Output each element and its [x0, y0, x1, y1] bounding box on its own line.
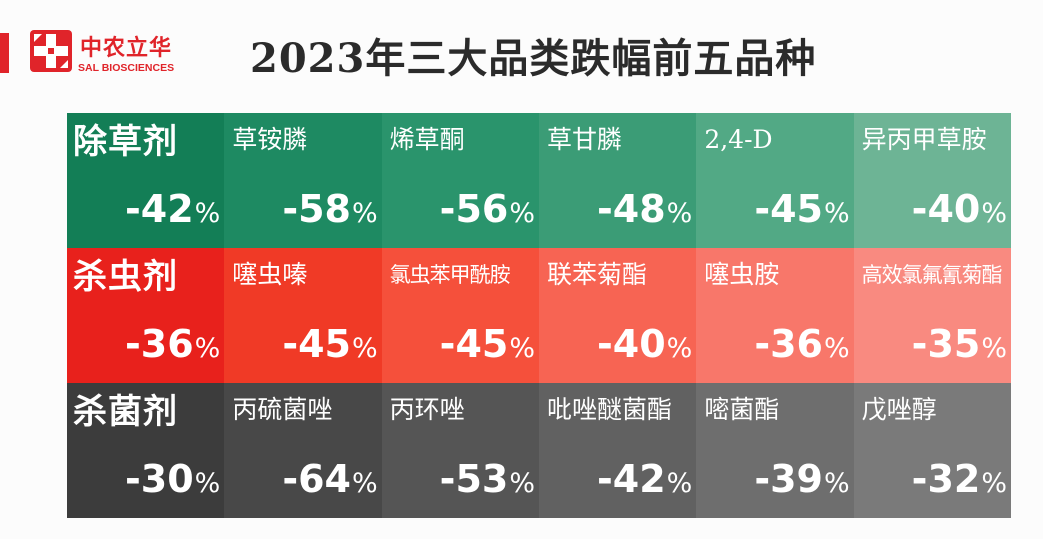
- decline-value: -36%: [125, 319, 220, 377]
- decline-number: -40: [911, 187, 981, 231]
- percent-sign: %: [352, 333, 378, 364]
- decline-value: -35%: [912, 319, 1007, 377]
- decline-number: -39: [754, 457, 823, 501]
- decline-table: 除草剂 -42% 草铵膦 -58% 烯草酮 -56% 草甘膦 -48% 2,4-D -45% 异丙甲…: [67, 113, 1011, 518]
- decline-value: -53%: [440, 454, 535, 512]
- decline-number: -45: [282, 322, 351, 366]
- percent-sign: %: [666, 468, 693, 499]
- decline-number: -53: [439, 457, 509, 501]
- product-cell: 草铵膦 -58%: [224, 113, 382, 248]
- decline-number: -40: [597, 322, 666, 366]
- percent-sign: %: [824, 198, 850, 229]
- decline-number: -42: [125, 187, 194, 231]
- decline-number: -36: [125, 322, 194, 366]
- decline-value: -64%: [282, 454, 377, 512]
- product-cell: 异丙甲草胺 -40%: [853, 113, 1011, 248]
- percent-sign: %: [666, 198, 693, 229]
- decline-number: -45: [754, 187, 823, 231]
- product-cell: 嘧菌酯 -39%: [696, 383, 854, 518]
- page-title: 2023年三大品类跌幅前五品种: [250, 35, 817, 82]
- decline-number: -32: [911, 457, 981, 501]
- product-cell: 草甘膦 -48%: [538, 113, 697, 248]
- decline-value: -45%: [440, 319, 535, 377]
- percent-sign: %: [981, 468, 1007, 499]
- logo-chinese-name: 中农立华: [80, 36, 173, 61]
- decline-number: -35: [911, 322, 981, 366]
- product-cell: 烯草酮 -56%: [381, 113, 539, 248]
- percent-sign: %: [509, 333, 535, 364]
- decline-number: -58: [282, 187, 351, 231]
- left-accent-bar: [0, 33, 9, 73]
- product-name: 戊唑醇: [861, 395, 937, 424]
- product-name: 2,4-D: [704, 125, 773, 154]
- product-cell: 丙环唑 -53%: [381, 383, 539, 518]
- product-name: 噻虫胺: [704, 260, 780, 289]
- company-logo: 中农立华 SAL BIOSCIENCES: [28, 28, 188, 80]
- decline-value: -42%: [597, 454, 692, 512]
- percent-sign: %: [981, 333, 1007, 364]
- percent-sign: %: [981, 198, 1007, 229]
- product-cell: 噻虫嗪 -45%: [224, 248, 382, 383]
- product-name: 嘧菌酯: [704, 395, 780, 424]
- decline-value: -58%: [282, 184, 377, 242]
- product-name: 噻虫嗪: [232, 260, 308, 289]
- percent-sign: %: [352, 198, 378, 229]
- decline-value: -42%: [125, 184, 220, 242]
- percent-sign: %: [824, 468, 850, 499]
- product-name: 氯虫苯甲酰胺: [389, 263, 511, 287]
- decline-number: -56: [439, 187, 509, 231]
- percent-sign: %: [824, 333, 850, 364]
- decline-number: -48: [597, 187, 666, 231]
- percent-sign: %: [194, 468, 221, 499]
- product-cell: 吡唑醚菌酯 -42%: [538, 383, 697, 518]
- decline-value: -39%: [754, 454, 849, 512]
- decline-value: -36%: [754, 319, 849, 377]
- decline-value: -45%: [754, 184, 849, 242]
- product-name: 联苯菊酯: [546, 260, 647, 289]
- decline-number: -45: [439, 322, 509, 366]
- decline-value: -40%: [912, 184, 1007, 242]
- product-name: 高效氯氟氰菊酯: [861, 263, 1003, 287]
- sal-cross-logo-icon: [30, 30, 72, 72]
- decline-value: -30%: [125, 454, 220, 512]
- product-cell: 2,4-D -45%: [696, 113, 854, 248]
- category-label: 除草剂: [73, 122, 178, 162]
- category-label: 杀菌剂: [73, 392, 178, 432]
- decline-value: -48%: [597, 184, 692, 242]
- percent-sign: %: [509, 468, 535, 499]
- decline-number: -36: [754, 322, 823, 366]
- product-cell: 氯虫苯甲酰胺 -45%: [381, 248, 539, 383]
- decline-value: -32%: [912, 454, 1007, 512]
- category-cell: 除草剂 -42%: [67, 113, 225, 248]
- logo-english-name: SAL BIOSCIENCES: [78, 62, 175, 74]
- percent-sign: %: [194, 198, 221, 229]
- category-cell: 杀菌剂 -30%: [67, 383, 225, 518]
- product-name: 草甘膦: [546, 125, 622, 154]
- product-name: 草铵膦: [232, 125, 308, 154]
- decline-value: -45%: [282, 319, 377, 377]
- category-label: 杀虫剂: [73, 257, 178, 297]
- product-cell: 高效氯氟氰菊酯 -35%: [853, 248, 1011, 383]
- decline-number: -30: [125, 457, 194, 501]
- product-cell: 联苯菊酯 -40%: [538, 248, 697, 383]
- product-cell: 丙硫菌唑 -64%: [224, 383, 382, 518]
- product-name: 烯草酮: [389, 125, 465, 154]
- percent-sign: %: [666, 333, 693, 364]
- decline-value: -40%: [597, 319, 692, 377]
- product-name: 异丙甲草胺: [861, 125, 987, 154]
- decline-number: -42: [597, 457, 666, 501]
- decline-number: -64: [282, 457, 351, 501]
- category-cell: 杀虫剂 -36%: [67, 248, 225, 383]
- percent-sign: %: [352, 468, 378, 499]
- product-name: 吡唑醚菌酯: [546, 395, 672, 424]
- product-cell: 戊唑醇 -32%: [853, 383, 1011, 518]
- decline-value: -56%: [440, 184, 535, 242]
- percent-sign: %: [509, 198, 535, 229]
- product-name: 丙硫菌唑: [232, 395, 333, 424]
- product-cell: 噻虫胺 -36%: [696, 248, 854, 383]
- percent-sign: %: [194, 333, 221, 364]
- product-name: 丙环唑: [389, 395, 465, 424]
